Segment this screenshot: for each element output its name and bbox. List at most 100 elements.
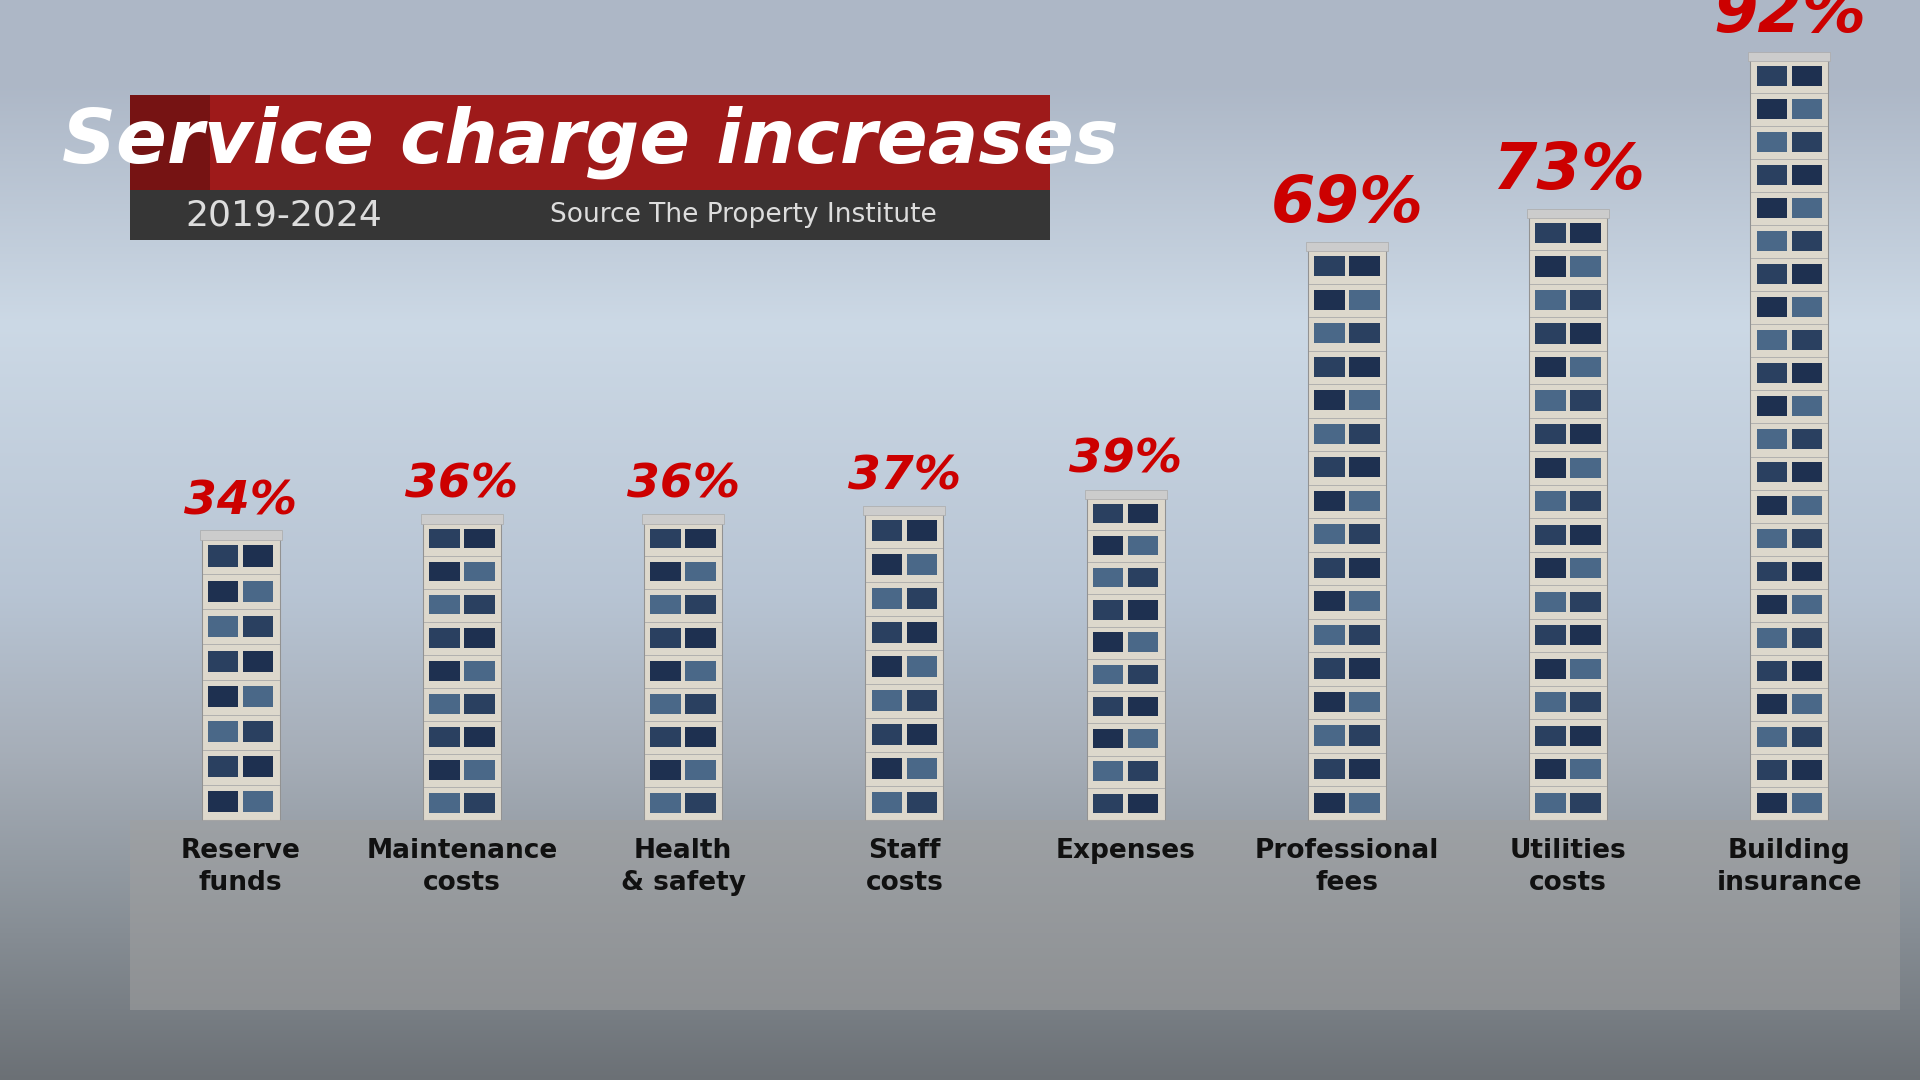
Bar xyxy=(244,581,273,602)
Bar xyxy=(428,760,459,780)
Bar xyxy=(244,616,273,637)
Bar xyxy=(1757,231,1788,251)
Bar xyxy=(465,595,495,615)
Bar xyxy=(1350,557,1380,578)
Text: Professional
fees: Professional fees xyxy=(1254,838,1440,896)
Bar xyxy=(1751,60,1828,820)
Bar xyxy=(1791,330,1822,350)
Bar xyxy=(1350,692,1380,712)
Bar xyxy=(1757,330,1788,350)
Bar xyxy=(651,727,682,746)
Bar xyxy=(1350,625,1380,645)
Bar xyxy=(1757,99,1788,119)
Bar xyxy=(1127,600,1158,620)
Bar xyxy=(1092,761,1123,781)
Text: Maintenance
costs: Maintenance costs xyxy=(367,838,557,896)
Bar xyxy=(1757,165,1788,185)
Bar xyxy=(1536,357,1567,377)
Bar xyxy=(1757,661,1788,680)
Bar xyxy=(1313,289,1344,310)
Bar xyxy=(200,530,282,540)
Bar xyxy=(131,820,1901,1010)
Bar xyxy=(1757,132,1788,152)
Bar xyxy=(1791,363,1822,383)
Bar xyxy=(1536,291,1567,310)
Bar xyxy=(1757,727,1788,746)
Bar xyxy=(1757,297,1788,318)
Bar xyxy=(1092,794,1123,813)
Bar xyxy=(1350,423,1380,444)
Bar xyxy=(1127,568,1158,588)
Bar xyxy=(244,792,273,812)
Bar xyxy=(244,756,273,778)
Bar xyxy=(207,616,238,637)
Bar xyxy=(1536,222,1567,243)
Bar xyxy=(1350,490,1380,511)
Bar xyxy=(1092,664,1123,684)
Bar xyxy=(207,756,238,778)
Bar xyxy=(1571,222,1601,243)
Text: Building
insurance: Building insurance xyxy=(1716,838,1862,896)
Bar xyxy=(1791,595,1822,615)
Bar xyxy=(1313,524,1344,544)
Bar xyxy=(1571,793,1601,812)
Bar xyxy=(465,727,495,746)
Bar xyxy=(1757,396,1788,416)
Bar xyxy=(872,622,902,643)
Bar xyxy=(906,589,937,609)
Bar xyxy=(1571,324,1601,343)
Bar xyxy=(1791,627,1822,648)
Bar xyxy=(1526,208,1609,218)
Bar xyxy=(906,725,937,744)
Bar xyxy=(1757,528,1788,549)
Bar xyxy=(428,528,459,549)
Bar xyxy=(872,690,902,711)
Bar xyxy=(1571,291,1601,310)
Bar xyxy=(1757,595,1788,615)
Bar xyxy=(1127,761,1158,781)
Bar xyxy=(872,589,902,609)
Bar xyxy=(1350,256,1380,276)
Bar xyxy=(1528,217,1607,820)
Bar xyxy=(1313,490,1344,511)
Bar xyxy=(906,758,937,779)
Bar xyxy=(1313,390,1344,410)
Bar xyxy=(1757,66,1788,85)
Bar xyxy=(1571,424,1601,444)
Bar xyxy=(1757,430,1788,449)
Text: Expenses: Expenses xyxy=(1056,838,1196,864)
Bar xyxy=(207,545,238,567)
Bar xyxy=(1127,729,1158,748)
Text: 2019-2024: 2019-2024 xyxy=(184,198,382,232)
Bar xyxy=(1350,793,1380,812)
Bar xyxy=(1306,242,1388,251)
Bar xyxy=(1571,625,1601,645)
Bar xyxy=(872,521,902,541)
Bar xyxy=(906,690,937,711)
Bar xyxy=(1571,256,1601,276)
Bar xyxy=(685,528,716,549)
Bar xyxy=(465,693,495,714)
Bar xyxy=(685,693,716,714)
Bar xyxy=(1350,524,1380,544)
Bar xyxy=(131,190,1050,240)
Bar xyxy=(1536,726,1567,745)
Bar xyxy=(1536,625,1567,645)
Bar xyxy=(651,760,682,780)
Bar xyxy=(1536,592,1567,611)
Bar xyxy=(1127,633,1158,652)
Bar xyxy=(1791,760,1822,780)
Bar xyxy=(685,727,716,746)
Bar xyxy=(465,562,495,581)
Text: Reserve
funds: Reserve funds xyxy=(180,838,301,896)
Bar xyxy=(651,627,682,648)
Bar xyxy=(244,686,273,707)
Bar xyxy=(465,793,495,813)
Bar xyxy=(651,595,682,615)
Bar xyxy=(1757,793,1788,813)
Bar xyxy=(1757,363,1788,383)
Bar xyxy=(1791,297,1822,318)
Bar xyxy=(1313,323,1344,343)
Text: 39%: 39% xyxy=(1069,437,1183,483)
Bar xyxy=(1127,794,1158,813)
